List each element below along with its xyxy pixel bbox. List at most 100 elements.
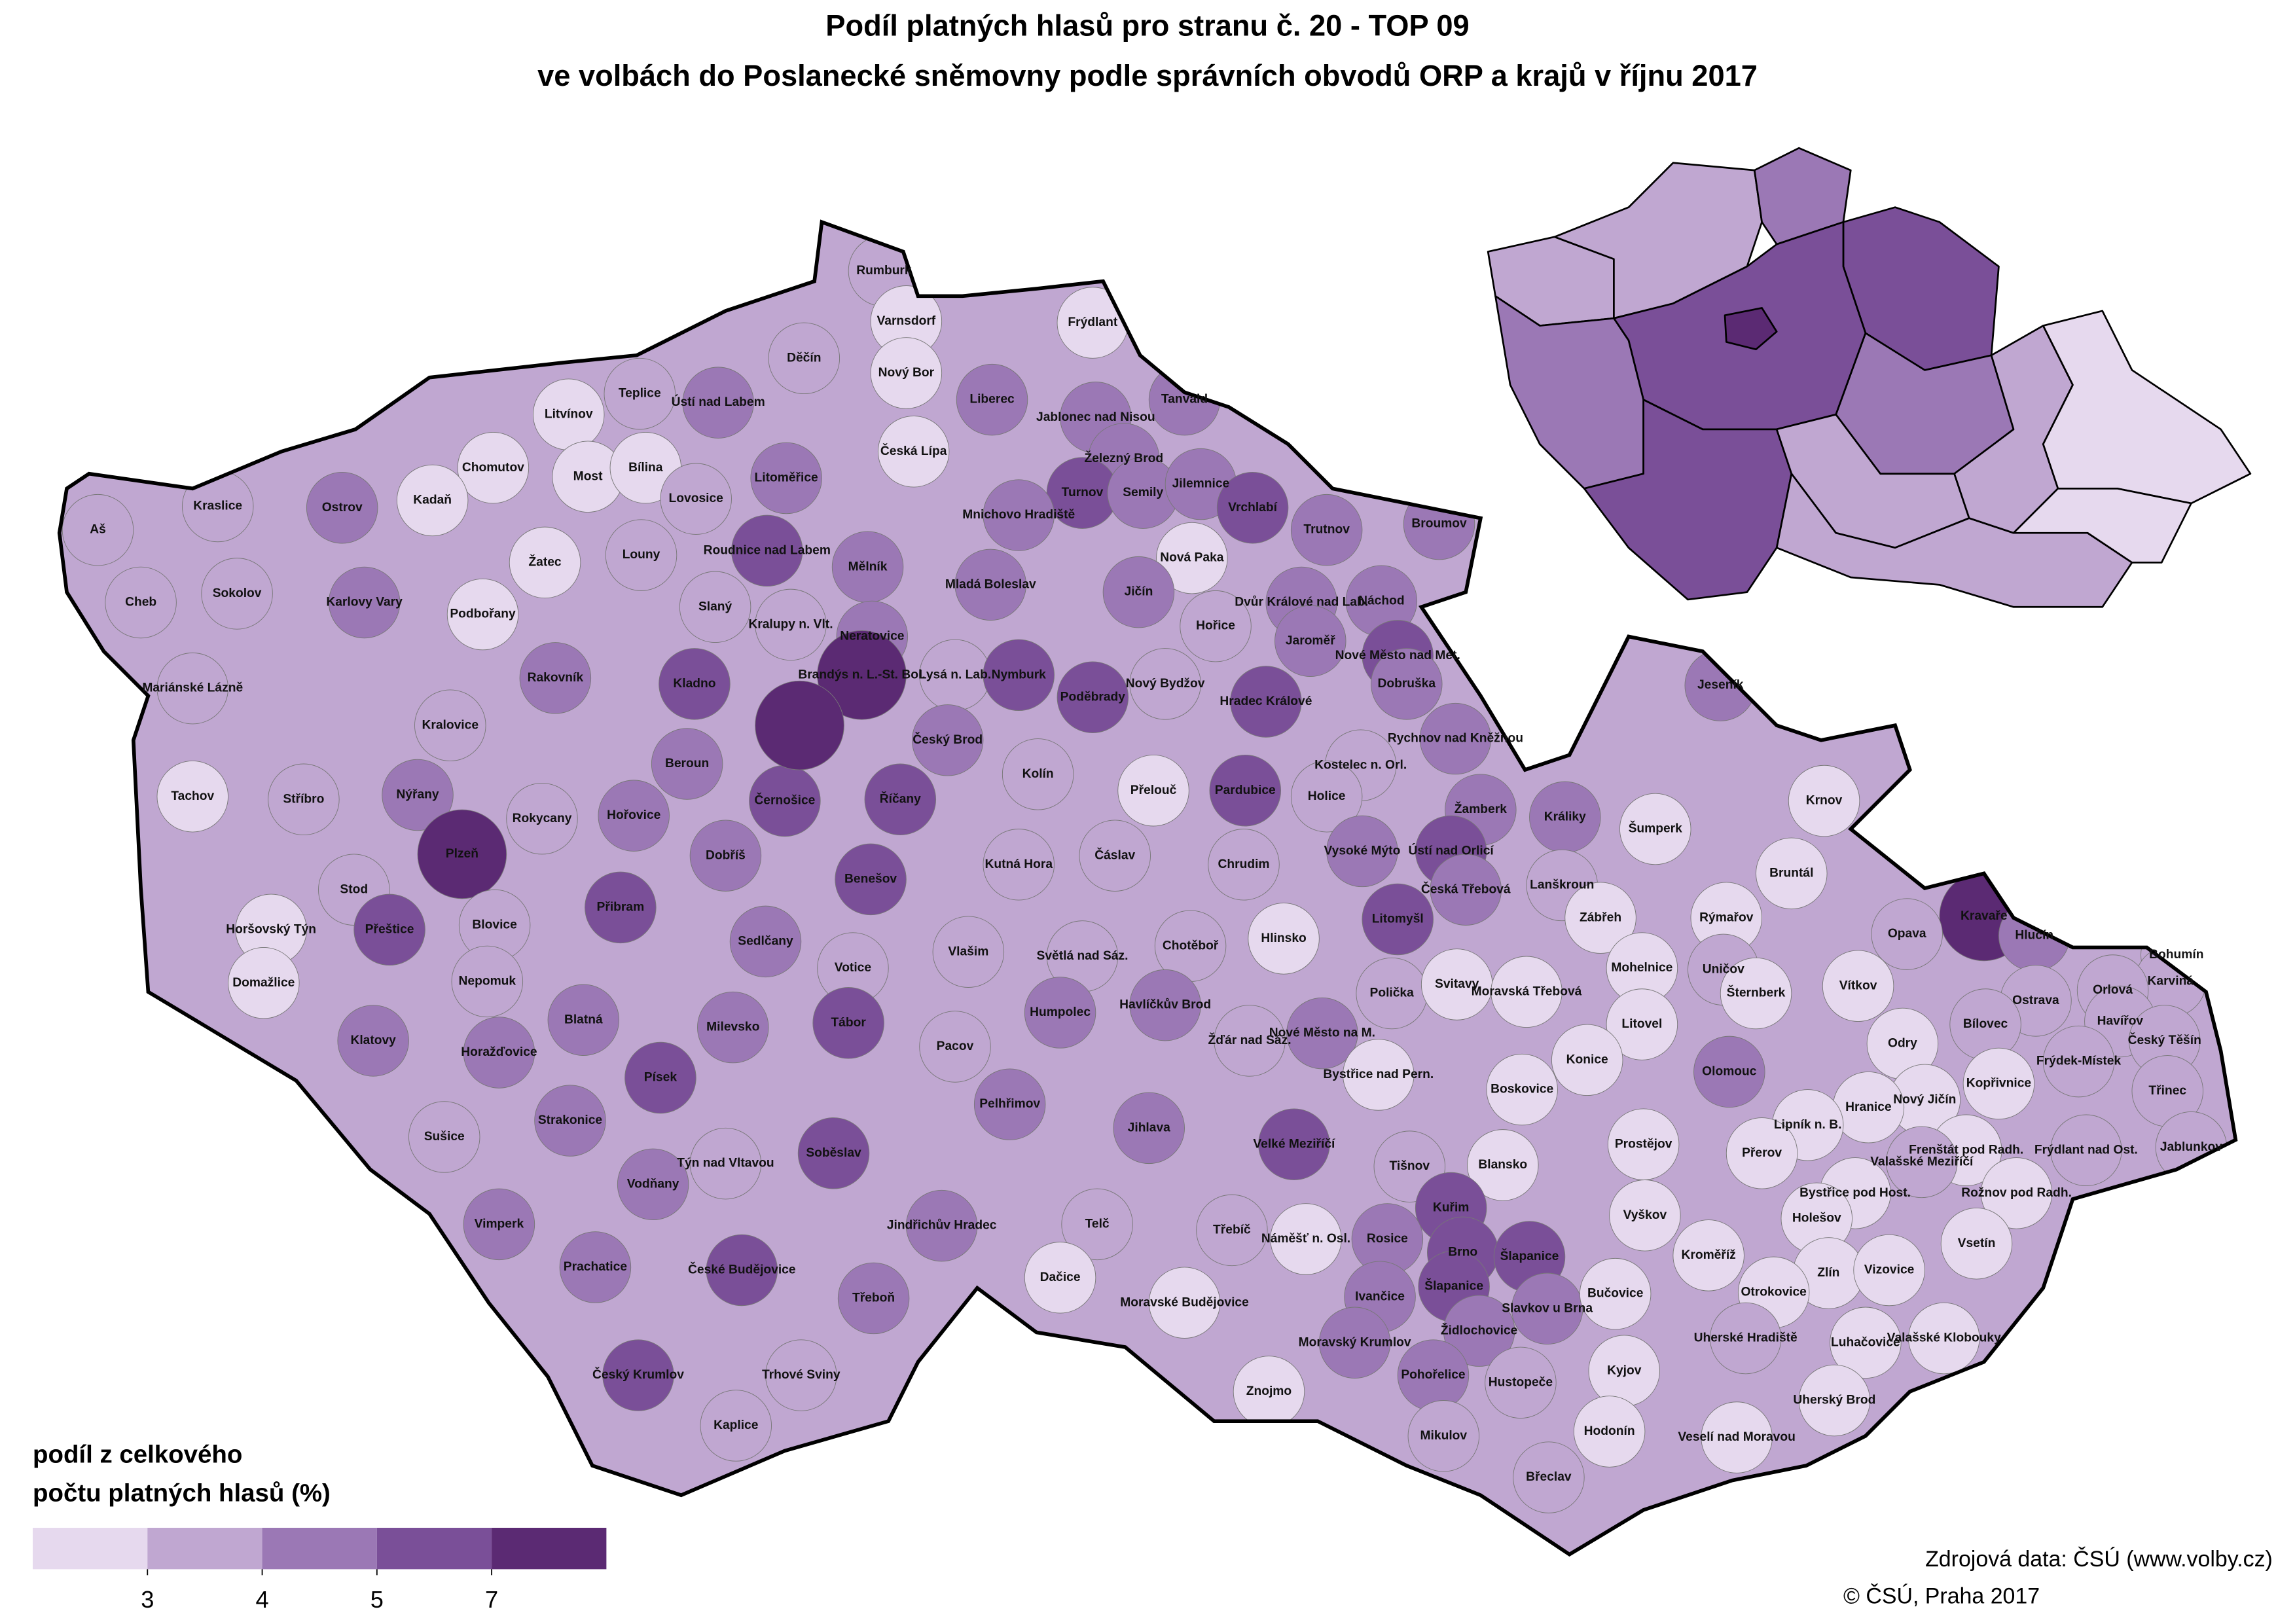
region-label: Uherský Brod (1793, 1394, 1875, 1407)
region-label: Soběslav (806, 1146, 861, 1160)
region-label: Lanškroun (1530, 878, 1594, 892)
region (983, 639, 1055, 712)
region (755, 680, 844, 770)
region (396, 464, 469, 537)
region-label: Třinec (2148, 1084, 2186, 1098)
legend-break-label: 7 (485, 1586, 498, 1613)
region (765, 1339, 837, 1411)
region-label: Pacov (937, 1039, 974, 1053)
region (1290, 761, 1363, 833)
region-label: Přibram (597, 900, 645, 914)
region-label: Železný Brod (1084, 451, 1163, 465)
region (870, 337, 943, 409)
region (689, 1127, 762, 1200)
region (651, 728, 723, 800)
region (1853, 1234, 1925, 1307)
region (1214, 1005, 1286, 1077)
region-label: Český Brod (913, 732, 983, 747)
region-label: Rumburk (856, 264, 912, 278)
region (2042, 1025, 2115, 1098)
region (1513, 1441, 1585, 1513)
region-label: Velké Meziříčí (1253, 1137, 1335, 1151)
region-label: Zlín (1817, 1266, 1839, 1280)
region (534, 1085, 606, 1157)
region-label: Jihlava (1128, 1121, 1170, 1134)
region (1798, 1364, 1871, 1437)
region-label: Kutná Hora (985, 857, 1053, 871)
region-label: Poděbrady (1060, 690, 1126, 704)
region-label: Moravské Budějovice (1120, 1295, 1249, 1309)
region (954, 549, 1026, 621)
region-label: Rosice (1367, 1232, 1408, 1246)
region (1318, 1307, 1391, 1379)
region (1057, 661, 1129, 733)
region-label: Vyškov (1623, 1208, 1667, 1222)
region-label: Krnov (1806, 794, 1843, 808)
region-label: Domažlice (232, 976, 295, 990)
region-label: Louny (623, 548, 660, 562)
region (750, 442, 822, 514)
region-label: Jeseník (1697, 678, 1744, 692)
region-label: Jablonec nad Nisou (1036, 410, 1155, 424)
region-label: Nové Město nad Met. (1335, 649, 1460, 662)
region-label: Kadaň (413, 494, 452, 507)
region-label: Nymburk (992, 668, 1047, 681)
region-label: Dačice (1040, 1271, 1081, 1284)
region (1940, 1208, 2013, 1280)
region (2050, 1114, 2122, 1187)
region-label: Valašské Klobouky (1887, 1331, 2001, 1345)
region (62, 494, 134, 566)
legend-swatch (492, 1527, 607, 1570)
region-label: Havířov (2097, 1015, 2144, 1028)
region (156, 761, 228, 833)
region-label: Litomyšl (1372, 912, 1424, 926)
region (983, 479, 1055, 551)
region-label: Vítkov (1839, 979, 1877, 992)
region-label: Vlašim (948, 945, 988, 958)
region (1209, 754, 1281, 827)
region (1551, 1024, 1623, 1096)
region (956, 363, 1028, 436)
region (731, 514, 803, 587)
region-label: Bystřice nad Pern. (1323, 1068, 1434, 1081)
region-label: Turnov (1062, 486, 1104, 499)
region (624, 1041, 696, 1114)
region-label: Kolín (1022, 767, 1054, 781)
region (1701, 1401, 1773, 1473)
region-label: Třeboň (852, 1291, 895, 1305)
region-label: Prachatice (564, 1260, 628, 1274)
legend-break-label: 4 (255, 1586, 268, 1613)
inset-region (1724, 307, 1778, 351)
region (1619, 793, 1691, 865)
region-label: Benešov (844, 872, 897, 886)
region-label: Říčany (880, 791, 921, 806)
region-label: Nepomuk (459, 975, 516, 988)
region-label: Teplice (619, 387, 661, 401)
region (911, 704, 984, 776)
region-label: Rýmařov (1699, 911, 1754, 924)
region-label: Kralovice (422, 718, 479, 732)
region (559, 1231, 632, 1303)
region-label: Hlinsko (1261, 931, 1306, 945)
region (1564, 882, 1636, 954)
region (682, 367, 754, 439)
region (919, 1011, 991, 1083)
region-label: Beroun (665, 757, 709, 770)
region-label: Nový Bydžov (1126, 677, 1205, 691)
region (1443, 1295, 1515, 1367)
region (1290, 494, 1363, 566)
region (973, 1068, 1046, 1140)
region (1886, 1126, 1958, 1199)
region-label: Slaný (698, 600, 732, 613)
region-label: Chotěboř (1163, 939, 1219, 952)
region (768, 322, 840, 395)
region-label: Rokycany (513, 812, 572, 825)
region-label: Děčín (787, 351, 821, 365)
inset-map (1487, 147, 2252, 608)
region (417, 809, 507, 899)
region-label: Jilemnice (1172, 477, 1230, 491)
region-cells (62, 235, 2228, 1513)
region-label: Lysá n. Lab. (919, 668, 991, 681)
region-label: Nový Bor (878, 366, 935, 380)
region-label: Opava (1888, 927, 1926, 941)
